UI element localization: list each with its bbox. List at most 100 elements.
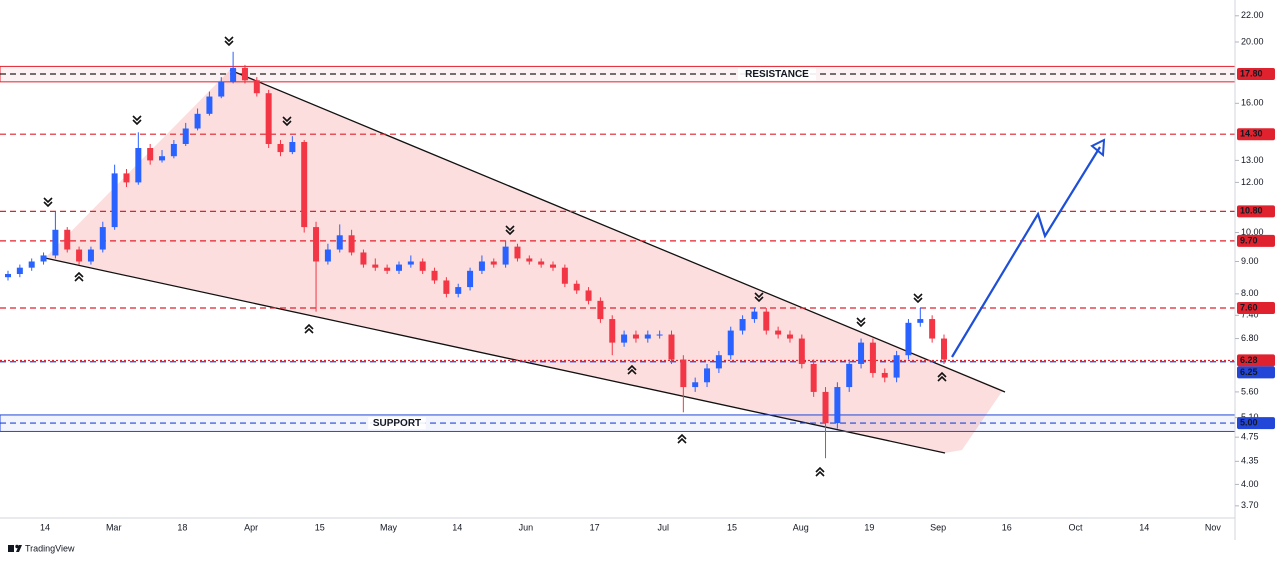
- y-tick-label: 6.80: [1241, 333, 1259, 343]
- chevron: [815, 470, 825, 477]
- level-label-box: [1237, 205, 1275, 218]
- level-label: 14.30: [1240, 129, 1263, 139]
- candle-body: [301, 142, 308, 228]
- chevron: [754, 296, 764, 303]
- candle-body: [194, 113, 201, 129]
- level-label-box: [1237, 354, 1275, 367]
- chevrons: [43, 36, 947, 477]
- candle-body: [76, 249, 83, 262]
- candle-body: [28, 261, 35, 268]
- candle-body: [810, 363, 817, 392]
- candle-body: [656, 334, 663, 336]
- candle-body: [99, 227, 106, 250]
- lower-trendline: [44, 257, 946, 454]
- brand: TradingView: [25, 543, 75, 553]
- candle-body: [241, 67, 248, 81]
- chevron: [913, 293, 923, 300]
- y-tick-label: 22.00: [1241, 10, 1264, 20]
- candle-body: [16, 267, 23, 274]
- y-tick-label: 4.35: [1241, 456, 1259, 466]
- candle-body: [858, 342, 865, 364]
- candle-body: [822, 391, 829, 424]
- candle-body: [798, 338, 805, 364]
- chevron: [937, 375, 947, 382]
- x-tick-label: Nov: [1205, 522, 1222, 532]
- x-tick-label: 14: [1139, 522, 1149, 532]
- x-tick-label: 15: [315, 522, 325, 532]
- candle-body: [739, 319, 746, 331]
- zone-label-bg: [368, 417, 426, 430]
- x-tick-label: 14: [452, 522, 462, 532]
- chevron: [627, 368, 637, 375]
- chevron: [282, 120, 292, 127]
- candle-body: [514, 246, 521, 259]
- x-tick-label: Jul: [658, 522, 670, 532]
- y-tick-label: 16.00: [1241, 98, 1264, 108]
- x-tick-label: 15: [727, 522, 737, 532]
- candle-body: [561, 267, 568, 284]
- candle-body: [372, 264, 379, 268]
- y-tick-label: 20.00: [1241, 36, 1264, 46]
- x-tick-label: May: [380, 522, 398, 532]
- candle-body: [680, 359, 687, 388]
- candle-body: [360, 252, 367, 265]
- candle-body: [597, 300, 604, 320]
- y-tick-label: 4.75: [1241, 432, 1259, 442]
- chevron: [627, 364, 637, 371]
- candle-body: [431, 270, 438, 281]
- candle-body: [715, 355, 722, 369]
- chevron: [43, 197, 53, 204]
- y-tick-label: 5.10: [1241, 412, 1259, 422]
- level-label: 10.80: [1240, 206, 1263, 216]
- level-label-box: [1237, 366, 1275, 379]
- candle-body: [206, 96, 213, 114]
- chevron: [304, 323, 314, 330]
- logo-icon: [15, 544, 19, 549]
- candle-body: [159, 156, 166, 161]
- level-label: 6.25: [1240, 367, 1258, 377]
- candle-body: [467, 270, 474, 288]
- chevron: [856, 317, 866, 324]
- candle-body: [478, 261, 485, 271]
- candle-body: [609, 319, 616, 343]
- candle-body: [585, 290, 592, 301]
- candle-body: [348, 235, 355, 253]
- candle-body: [395, 264, 402, 271]
- x-tick-label: 19: [864, 522, 874, 532]
- chevron: [754, 292, 764, 299]
- x-tick-label: 14: [40, 522, 50, 532]
- arrow-head: [1090, 138, 1106, 158]
- candle-body: [881, 372, 888, 378]
- y-tick-label: 9.00: [1241, 256, 1259, 266]
- candle-body: [905, 322, 912, 356]
- zone-label: SUPPORT: [373, 418, 421, 429]
- level-label-box: [1237, 68, 1275, 81]
- chevron: [677, 437, 687, 444]
- chevron: [224, 40, 234, 47]
- candle-body: [621, 334, 628, 343]
- chevron: [856, 321, 866, 328]
- x-tick-label: Apr: [244, 522, 258, 532]
- candle-body: [313, 227, 320, 262]
- x-tick-label: 17: [590, 522, 600, 532]
- zone-label: RESISTANCE: [745, 69, 809, 80]
- logo-icon: [16, 545, 22, 552]
- level-label: 17.80: [1240, 68, 1263, 78]
- projection-arrow: [951, 146, 1101, 358]
- chevron: [282, 116, 292, 123]
- candle-body: [775, 330, 782, 335]
- candle-body: [407, 261, 414, 265]
- y-tick-label: 13.00: [1241, 155, 1264, 165]
- candle-body: [170, 143, 177, 157]
- candle-body: [135, 148, 142, 183]
- candle-body: [336, 235, 343, 250]
- candle-body: [644, 334, 651, 339]
- candle-body: [941, 338, 947, 360]
- candle-body: [632, 334, 639, 339]
- candle-body: [455, 287, 462, 294]
- level-label-box: [1237, 128, 1275, 141]
- level-label: 6.28: [1240, 355, 1258, 365]
- x-tick-label: 16: [1002, 522, 1012, 532]
